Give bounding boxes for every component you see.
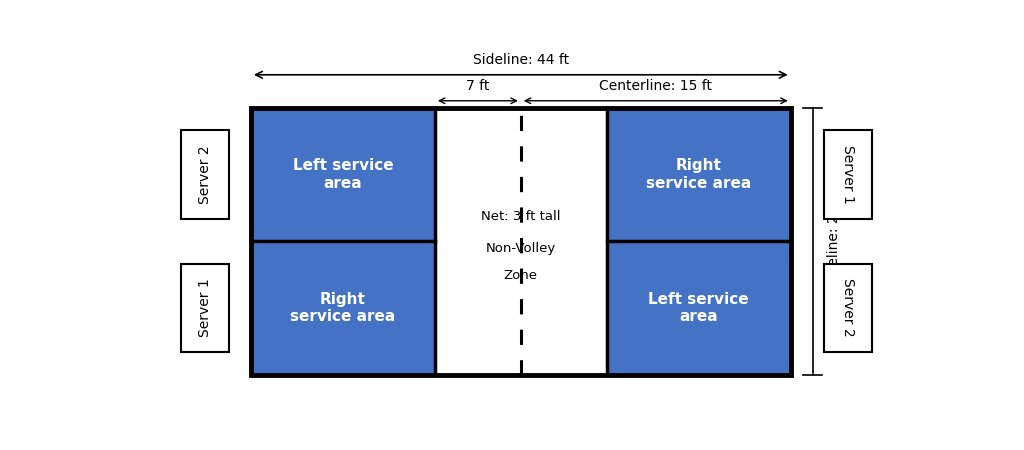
Bar [251, 108, 435, 241]
Text: Baseline: 20 ft: Baseline: 20 ft [827, 191, 841, 291]
Bar [824, 264, 871, 352]
Text: 7 ft: 7 ft [466, 79, 489, 93]
Text: Server 1: Server 1 [198, 279, 212, 337]
Bar [251, 108, 791, 374]
Text: Server 2: Server 2 [841, 279, 855, 337]
Bar [251, 108, 791, 374]
Text: Left service
area: Left service area [293, 158, 393, 191]
Bar [181, 130, 228, 219]
Bar [824, 130, 871, 219]
Text: Server 2: Server 2 [198, 145, 212, 204]
Text: Net: 3 ft tall: Net: 3 ft tall [481, 210, 560, 223]
Text: Non-Volley: Non-Volley [485, 242, 556, 255]
Text: Left service
area: Left service area [648, 292, 749, 324]
Text: Centerline: 15 ft: Centerline: 15 ft [599, 79, 713, 93]
Text: Sideline: 44 ft: Sideline: 44 ft [473, 53, 569, 67]
Text: Right
service area: Right service area [646, 158, 752, 191]
Text: Right
service area: Right service area [291, 292, 395, 324]
Bar [251, 241, 435, 374]
Text: Zone: Zone [504, 269, 538, 282]
Bar [181, 264, 228, 352]
Text: Server 1: Server 1 [841, 145, 855, 204]
Bar [606, 241, 791, 374]
Bar [606, 108, 791, 241]
